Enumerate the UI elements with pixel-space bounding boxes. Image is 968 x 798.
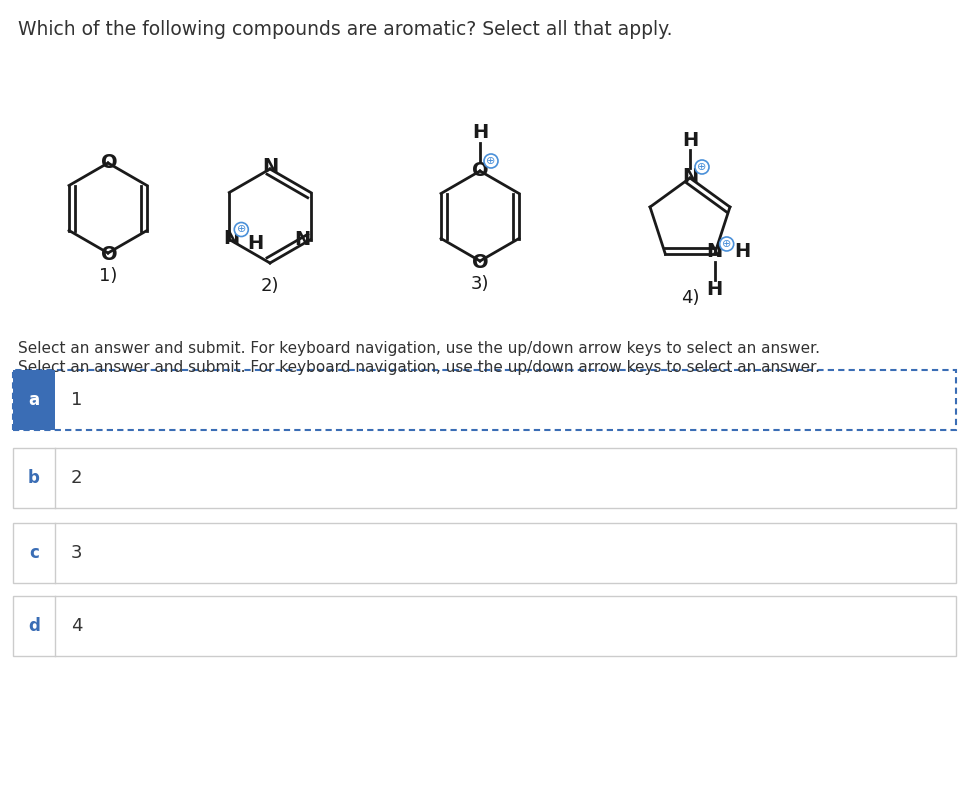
Text: H: H bbox=[735, 243, 751, 262]
Bar bbox=[13, 370, 55, 430]
FancyBboxPatch shape bbox=[13, 370, 956, 430]
Text: ⊕: ⊕ bbox=[486, 156, 496, 166]
Text: 1): 1) bbox=[99, 267, 117, 285]
Text: 4: 4 bbox=[71, 617, 82, 635]
Text: ⊕: ⊕ bbox=[697, 162, 707, 172]
Circle shape bbox=[695, 160, 709, 174]
Text: N: N bbox=[294, 230, 311, 249]
Text: 1: 1 bbox=[71, 391, 82, 409]
Circle shape bbox=[484, 154, 498, 168]
Text: a: a bbox=[28, 391, 40, 409]
Text: H: H bbox=[471, 124, 488, 143]
Text: O: O bbox=[471, 160, 488, 180]
Text: O: O bbox=[101, 244, 117, 263]
Text: N: N bbox=[224, 229, 239, 248]
Text: 2): 2) bbox=[260, 277, 279, 295]
FancyBboxPatch shape bbox=[13, 596, 956, 656]
Text: 4): 4) bbox=[681, 289, 699, 307]
Text: Select an answer and submit. For keyboard navigation, use the up/down arrow keys: Select an answer and submit. For keyboar… bbox=[18, 341, 820, 356]
Text: N: N bbox=[681, 167, 698, 185]
Text: 3: 3 bbox=[71, 544, 82, 562]
Text: O: O bbox=[471, 252, 488, 271]
Text: 3): 3) bbox=[470, 275, 489, 293]
Text: d: d bbox=[28, 617, 40, 635]
Text: b: b bbox=[28, 469, 40, 487]
FancyBboxPatch shape bbox=[13, 448, 956, 508]
Text: N: N bbox=[707, 243, 723, 262]
Text: ⊕: ⊕ bbox=[236, 224, 246, 235]
Circle shape bbox=[719, 237, 734, 251]
Text: N: N bbox=[262, 156, 278, 176]
Text: Select an answer and submit. For keyboard navigation, use the up/down arrow keys: Select an answer and submit. For keyboar… bbox=[18, 360, 820, 375]
Text: H: H bbox=[707, 280, 723, 299]
Text: H: H bbox=[681, 131, 698, 149]
Text: 2: 2 bbox=[71, 469, 82, 487]
Text: O: O bbox=[101, 152, 117, 172]
Text: Which of the following compounds are aromatic? Select all that apply.: Which of the following compounds are aro… bbox=[18, 20, 673, 39]
FancyBboxPatch shape bbox=[13, 523, 956, 583]
Text: H: H bbox=[247, 234, 263, 253]
Circle shape bbox=[234, 223, 249, 236]
Text: ⊕: ⊕ bbox=[722, 239, 732, 249]
Text: c: c bbox=[29, 544, 39, 562]
